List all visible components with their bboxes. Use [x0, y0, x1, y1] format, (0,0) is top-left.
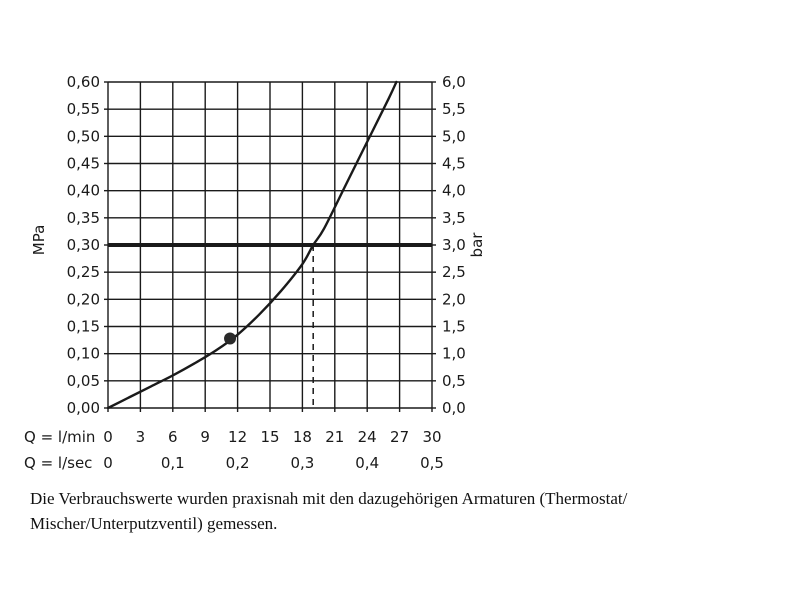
y-left-tick-label: 0,60	[67, 73, 100, 91]
x-lsec-tick-label: 0,5	[420, 454, 444, 472]
y-left-tick-label: 0,30	[67, 236, 100, 254]
y-right-tick-label: 1,0	[442, 345, 466, 363]
y-left-tick-label: 0,40	[67, 182, 100, 200]
y-left-tick-label: 0,20	[67, 290, 100, 308]
y-left-tick-label: 0,00	[67, 399, 100, 417]
y-right-tick-label: 3,5	[442, 209, 466, 227]
y-right-tick-label: 5,5	[442, 100, 466, 118]
x-lsec-tick-label: 0,1	[161, 454, 185, 472]
y-axis-left-ticks: 0,00 0,05 0,10 0,15 0,20 0,25 0,30 0,35 0,40 0,45…	[67, 73, 100, 417]
x-lmin-tick-label: 21	[325, 428, 344, 446]
y-axis-right-ticks: 0,0 0,5 1,0 1,5 2,0 2,5 3,0 3,5 4,0 4,5 5,0 5,5 6,0	[442, 73, 466, 417]
y-right-tick-label: 6,0	[442, 73, 466, 91]
y-right-tick-label: 0,0	[442, 399, 466, 417]
x-axis-lmin-title: Q = l/min	[24, 428, 95, 446]
x-lsec-tick-label: 0,4	[355, 454, 379, 472]
y-left-tick-label: 0,45	[67, 155, 100, 173]
y-right-tick-label: 4,0	[442, 182, 466, 200]
y-right-tick-label: 4,5	[442, 155, 466, 173]
y-left-tick-label: 0,15	[67, 318, 100, 336]
y-axis-right-title: bar	[468, 232, 486, 258]
y-right-tick-label: 3,0	[442, 236, 466, 254]
y-left-tick-label: 0,35	[67, 209, 100, 227]
caption-line-2: Mischer/Unterputzventil) gemessen.	[30, 514, 278, 533]
y-left-tick-label: 0,25	[67, 263, 100, 281]
y-left-tick-label: 0,10	[67, 345, 100, 363]
x-lmin-tick-label: 18	[293, 428, 312, 446]
x-lsec-tick-label: 0,2	[226, 454, 250, 472]
x-lmin-tick-label: 9	[200, 428, 210, 446]
x-lsec-tick-label: 0	[103, 454, 113, 472]
y-right-tick-label: 0,5	[442, 372, 466, 390]
x-lmin-tick-label: 3	[136, 428, 146, 446]
y-right-tick-label: 2,5	[442, 263, 466, 281]
x-axis-lsec-ticks: 0 0,1 0,2 0,3 0,4 0,5	[103, 454, 444, 472]
x-lmin-tick-label: 6	[168, 428, 178, 446]
x-lmin-tick-label: 27	[390, 428, 409, 446]
y-right-tick-label: 5,0	[442, 127, 466, 145]
y-right-tick-label: 2,0	[442, 290, 466, 308]
x-lmin-tick-label: 0	[103, 428, 113, 446]
y-left-tick-label: 0,50	[67, 127, 100, 145]
x-axis-lmin-ticks: 0 3 6 9 12 15 18 21 24 27 30	[103, 428, 441, 446]
flow-pressure-chart: 0,000,050,100,150,200,250,300,350,400,45…	[24, 73, 486, 472]
caption: Die Verbrauchswerte wurden praxisnah mit…	[30, 486, 770, 536]
x-lmin-tick-label: 15	[260, 428, 279, 446]
series-layer	[106, 80, 432, 410]
flow-curve	[106, 80, 398, 410]
caption-line-1: Die Verbrauchswerte wurden praxisnah mit…	[30, 489, 628, 508]
y-left-tick-label: 0,05	[67, 372, 100, 390]
data-point-marker	[224, 332, 237, 345]
y-left-tick-label: 0,55	[67, 100, 100, 118]
x-lmin-tick-label: 12	[228, 428, 247, 446]
x-lmin-tick-label: 30	[422, 428, 441, 446]
x-axis-lsec-title: Q = l/sec	[24, 454, 92, 472]
y-right-tick-label: 1,5	[442, 318, 466, 336]
y-axis-left-title: MPa	[30, 225, 48, 256]
x-lmin-tick-label: 24	[358, 428, 377, 446]
x-lsec-tick-label: 0,3	[290, 454, 314, 472]
